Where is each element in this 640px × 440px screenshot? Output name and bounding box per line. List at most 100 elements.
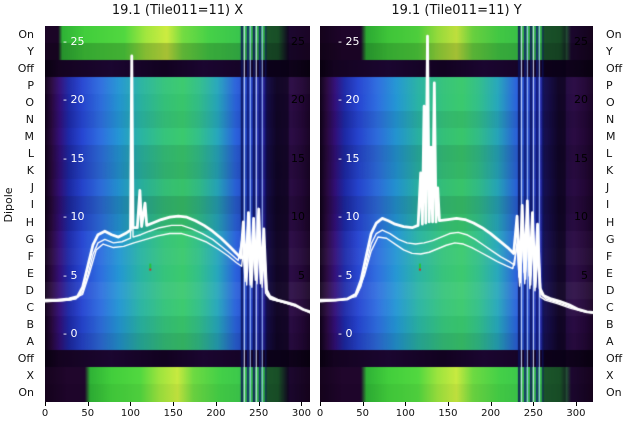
dipole-label-right-18: A bbox=[606, 335, 614, 349]
dipole-label-left-21: On bbox=[18, 386, 34, 400]
heatmap-canvas-y bbox=[320, 26, 593, 402]
dipole-label-left-11: H bbox=[25, 215, 34, 229]
dipole-label-left-10: I bbox=[30, 198, 34, 212]
x-tick bbox=[320, 402, 321, 406]
dipole-label-left-13: F bbox=[27, 249, 34, 263]
x-tick-label: 50 bbox=[356, 408, 370, 419]
x-tick bbox=[575, 402, 577, 406]
dipole-label-right-13: F bbox=[606, 249, 613, 263]
dipole-label-right-21: On bbox=[606, 386, 622, 400]
dipole-label-left-1: Y bbox=[27, 44, 34, 58]
x-tick bbox=[258, 402, 260, 406]
dipole-label-left-7: L bbox=[27, 147, 34, 161]
dipole-label-right-4: O bbox=[606, 95, 615, 109]
x-tick-label: 200 bbox=[481, 408, 501, 419]
x-tick bbox=[362, 402, 364, 406]
dipole-label-right-9: J bbox=[606, 181, 610, 195]
dipole-label-left-4: O bbox=[25, 95, 34, 109]
x-tick-label: 250 bbox=[249, 408, 269, 419]
db-tick-label-left: - 0 bbox=[338, 327, 353, 340]
dipole-label-left-5: N bbox=[25, 113, 34, 126]
x-tick-label: 50 bbox=[81, 408, 95, 419]
db-tick-label-left: - 15 bbox=[63, 151, 85, 165]
panel-title-y: 19.1 (Tile011=11) Y bbox=[391, 3, 522, 18]
db-tick-label-right: 5 bbox=[581, 268, 588, 282]
dipole-label-right-15: D bbox=[606, 283, 615, 297]
dipole-label-left-3: P bbox=[27, 78, 34, 92]
x-tick-label: 250 bbox=[523, 408, 543, 419]
dipole-label-left-9: J bbox=[30, 181, 34, 195]
db-tick-label-left: - 20 bbox=[338, 93, 360, 107]
dipole-labels-right: On Y Off P O N M L K J I H G F E D C B A Off X On bbox=[601, 26, 640, 402]
x-tick-label: 100 bbox=[395, 408, 415, 419]
dipole-label-left-19: Off bbox=[17, 352, 34, 366]
dipole-label-left-20: X bbox=[26, 369, 34, 383]
x-tick bbox=[130, 402, 132, 406]
dipole-label-right-2: Off bbox=[606, 61, 623, 75]
dipole-label-right-19: Off bbox=[606, 352, 623, 366]
dipole-labels-left: On Y Off P O N M L K J I H G F E D C B A Off X On bbox=[0, 26, 40, 402]
db-tick-label-left: - 25 bbox=[63, 35, 85, 48]
db-tick-label-left: - 10 bbox=[63, 210, 85, 224]
x-tick bbox=[87, 402, 89, 406]
db-tick-label-left: - 5 bbox=[338, 268, 353, 282]
dipole-label-right-10: I bbox=[606, 198, 610, 212]
x-tick bbox=[490, 402, 492, 406]
dipole-label-left-17: B bbox=[26, 318, 34, 332]
db-tick-label-left: - 15 bbox=[338, 151, 360, 165]
x-tick-label: 300 bbox=[566, 408, 586, 419]
x-tick-label: 150 bbox=[163, 408, 183, 419]
dipole-label-right-1: Y bbox=[606, 44, 613, 58]
heatmap-canvas-x bbox=[45, 26, 310, 402]
x-tick-label: 150 bbox=[438, 408, 458, 419]
dipole-label-right-11: H bbox=[606, 215, 615, 229]
db-tick-label-left: - 5 bbox=[63, 268, 78, 282]
dipole-label-left-0: On bbox=[18, 27, 34, 41]
db-tick-label-right: 20 bbox=[574, 93, 588, 107]
x-tick-label: 100 bbox=[120, 408, 141, 419]
dipole-label-left-18: A bbox=[26, 335, 34, 349]
dipole-label-left-6: M bbox=[24, 130, 35, 144]
dipole-label-left-16: C bbox=[26, 301, 34, 314]
db-tick-label-right: 10 bbox=[291, 210, 305, 224]
dipole-label-right-0: On bbox=[606, 27, 622, 41]
x-tick bbox=[215, 402, 217, 406]
dipole-label-right-8: K bbox=[606, 164, 614, 178]
dipole-label-left-2: Off bbox=[17, 61, 34, 75]
dipole-label-right-7: L bbox=[606, 147, 613, 161]
db-tick-label-left: - 25 bbox=[338, 35, 360, 48]
dipole-label-left-15: D bbox=[25, 283, 34, 297]
dipole-label-right-20: X bbox=[606, 369, 614, 383]
x-tick-label: 0 bbox=[41, 408, 49, 419]
db-tick-label-right: 15 bbox=[574, 151, 588, 165]
panel-title-x: 19.1 (Tile011=11) X bbox=[111, 3, 244, 18]
x-tick bbox=[173, 402, 175, 406]
dipole-label-right-5: N bbox=[606, 113, 615, 126]
dipole-label-left-14: E bbox=[27, 266, 34, 280]
db-tick-label-right: 10 bbox=[574, 210, 588, 224]
dipole-label-right-17: B bbox=[606, 318, 614, 332]
x-tick-label: 300 bbox=[291, 408, 311, 419]
heatmap-panel-y: - 25 25 - 20 20 - 15 15 - 10 10 - 5 5 - 0 bbox=[320, 26, 593, 402]
x-tick bbox=[45, 402, 46, 406]
db-tick-label-right: 20 bbox=[291, 93, 305, 107]
db-tick-label-left: - 10 bbox=[338, 210, 360, 224]
x-tick bbox=[301, 402, 303, 406]
x-tick bbox=[447, 402, 449, 406]
x-tick-label: 200 bbox=[206, 408, 226, 419]
db-tick-label-right: 15 bbox=[291, 151, 305, 165]
db-tick-label-left: - 0 bbox=[63, 327, 78, 340]
dipole-label-right-16: C bbox=[606, 301, 614, 314]
dipole-label-right-12: G bbox=[606, 232, 615, 246]
x-tick bbox=[533, 402, 535, 406]
dipole-label-right-14: E bbox=[606, 266, 613, 280]
x-tick bbox=[405, 402, 407, 406]
dipole-label-right-3: P bbox=[606, 78, 613, 92]
dipole-label-right-6: M bbox=[606, 130, 616, 144]
dipole-label-left-8: K bbox=[26, 164, 34, 178]
db-tick-label-left: - 20 bbox=[63, 93, 85, 107]
db-tick-label-right: 25 bbox=[574, 35, 588, 48]
heatmap-panel-x: - 25 25 - 20 20 - 15 15 - 10 10 - 5 5 - 0 bbox=[45, 26, 310, 402]
db-tick-label-right: 25 bbox=[291, 35, 305, 48]
